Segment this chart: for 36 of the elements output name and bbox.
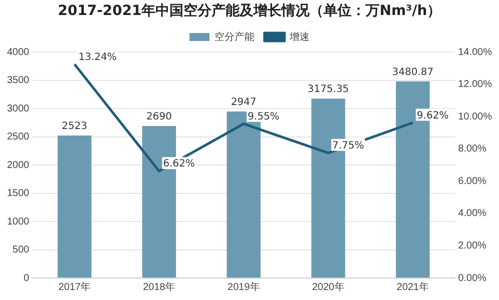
y2-tick-label: 12.00%: [458, 79, 492, 90]
data-label: 6.62%: [163, 158, 195, 170]
data-label: 2947: [230, 97, 256, 108]
y2-tick-label: 14.00%: [458, 46, 492, 58]
chart-title: 2017-2021年中国空分产能及增长情况（单位：万Nm³/h）: [56, 2, 442, 21]
legend-label: 增速: [288, 30, 310, 43]
y2-tick-label: 2.00%: [458, 240, 487, 252]
x-tick-label: 2019年: [228, 280, 260, 293]
legend-label: 空分产能: [214, 30, 254, 43]
y-tick-label: 2000: [6, 160, 30, 171]
y-tick-label: 1000: [6, 216, 30, 228]
data-label: 3175.35: [308, 84, 349, 96]
y-tick-label: 4000: [6, 46, 30, 58]
data-label: 9.62%: [416, 110, 449, 122]
y-tick-label: 2500: [6, 132, 30, 142]
y2-tick-label: 0.00%: [458, 272, 487, 284]
y2-tick-label: 6.00%: [458, 176, 487, 187]
y-tick-label: 1500: [6, 188, 30, 199]
y2-tick-label: 8.00%: [458, 144, 487, 155]
data-label: 2523: [62, 121, 88, 132]
x-tick-label: 2020年: [312, 280, 344, 293]
y2-tick-label: 10.00%: [458, 111, 492, 122]
x-tick-label: 2018年: [142, 280, 176, 293]
y-tick-label: 3000: [6, 103, 30, 114]
y-tick-label: 500: [12, 244, 30, 256]
x-tick-label: 2017年: [58, 280, 91, 293]
data-label: 7.75%: [332, 140, 364, 152]
data-label: 3480.87: [392, 66, 434, 78]
y-tick-label: 3500: [6, 75, 30, 86]
data-label: 2690: [146, 112, 172, 123]
data-label: 9.55%: [248, 111, 280, 122]
y2-tick-label: 4.00%: [458, 208, 487, 220]
bar: [58, 135, 92, 278]
x-tick-label: 2021年: [396, 280, 429, 293]
y-tick-label: 0: [24, 272, 30, 284]
data-label: 13.24%: [78, 52, 117, 63]
